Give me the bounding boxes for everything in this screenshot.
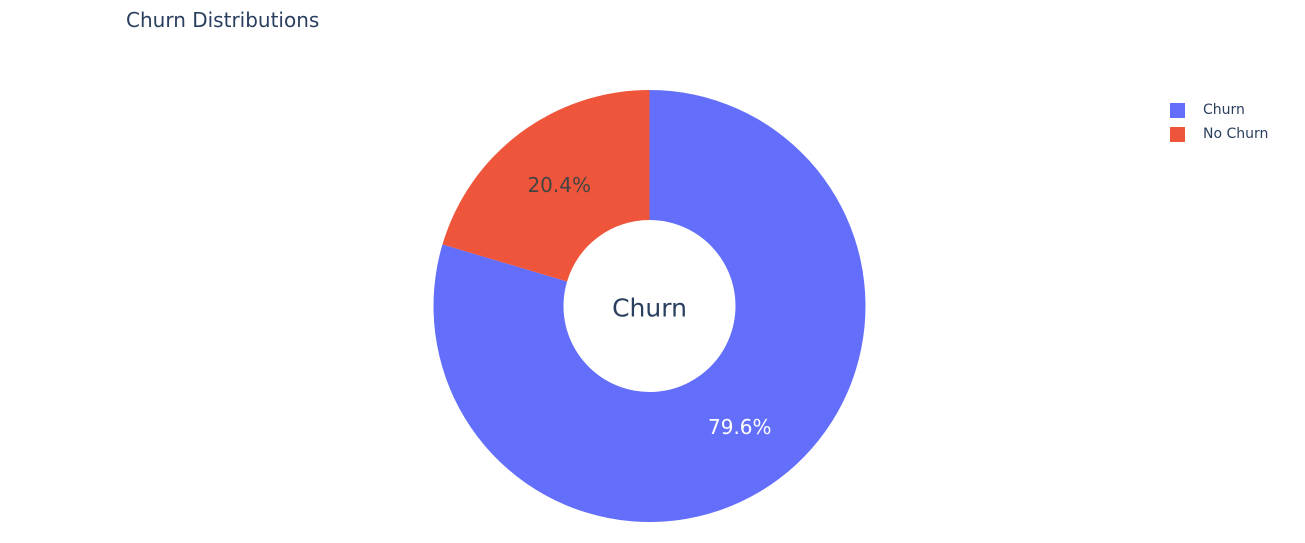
- chart-title: Churn Distributions: [126, 8, 320, 32]
- legend-swatch-churn: [1170, 102, 1185, 118]
- legend-swatch-no-churn: [1170, 126, 1185, 142]
- slice-label-churn: 79.6%: [708, 415, 772, 439]
- donut-center-label: Churn: [612, 294, 687, 323]
- legend-label-no-churn: No Churn: [1203, 126, 1269, 142]
- legend-label-churn: Churn: [1203, 102, 1245, 118]
- legend-item-churn[interactable]: Churn: [1170, 98, 1268, 122]
- legend: Churn No Churn: [1170, 98, 1268, 146]
- pie-slice-churn[interactable]: [433, 90, 866, 522]
- slice-label-no-churn: 20.4%: [527, 173, 591, 197]
- pie-slice-no-churn[interactable]: [442, 90, 650, 282]
- legend-item-no-churn[interactable]: No Churn: [1170, 122, 1268, 146]
